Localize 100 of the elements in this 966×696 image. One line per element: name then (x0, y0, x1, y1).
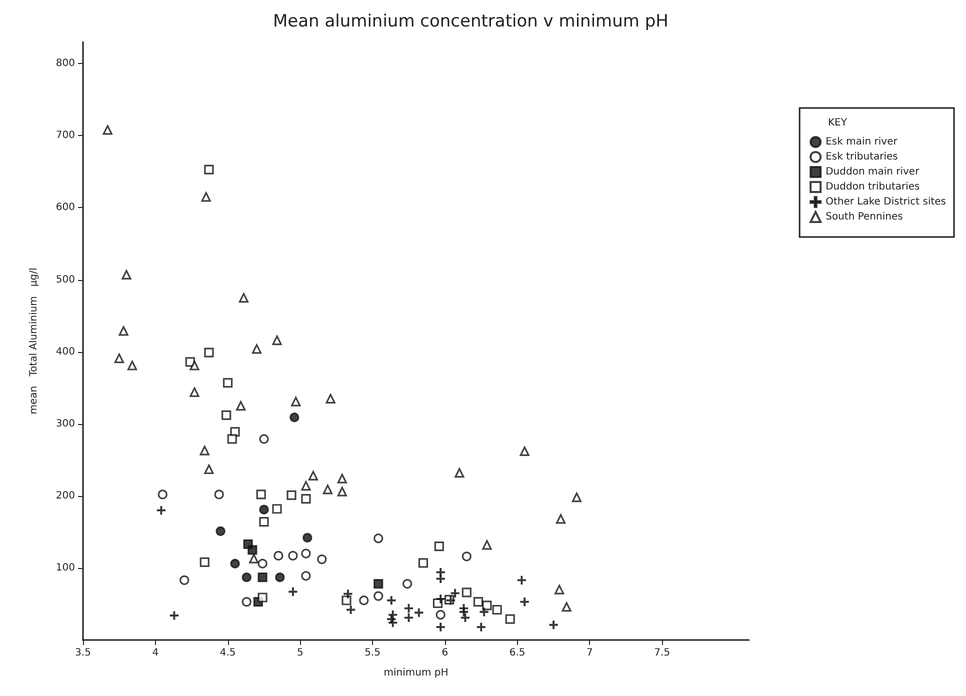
chart-title: Mean aluminium concentration v minimum pH (273, 12, 668, 32)
point (102, 125, 112, 135)
point (482, 600, 492, 610)
point (274, 550, 284, 560)
point (454, 468, 464, 478)
point (342, 596, 352, 606)
point (387, 614, 396, 624)
point (272, 504, 282, 514)
point (275, 572, 285, 582)
point (252, 344, 262, 354)
point (505, 614, 515, 624)
point (436, 594, 445, 604)
point (462, 588, 472, 598)
x-tick-label: 4.5 (220, 648, 236, 658)
point (242, 597, 252, 607)
point (222, 410, 232, 420)
point (374, 534, 384, 544)
point (482, 540, 492, 550)
x-axis-title: minimum pH (384, 668, 448, 678)
legend-label: Esk main river (826, 136, 898, 148)
point (374, 579, 384, 589)
point (258, 572, 268, 582)
point (402, 579, 412, 589)
x-tick-label: 6 (442, 648, 448, 658)
point (216, 526, 226, 536)
y-tick-label: 500 (56, 274, 75, 286)
point (114, 353, 124, 364)
point (301, 494, 311, 504)
point (322, 484, 332, 494)
point (238, 292, 249, 303)
point (337, 486, 347, 496)
point (259, 504, 269, 514)
legend-label: Duddon tributaries (826, 182, 920, 192)
legend-label: Other Lake District sites (826, 196, 946, 208)
point (302, 532, 312, 542)
point (156, 506, 166, 515)
point (301, 548, 311, 558)
x-tick-label: 5 (296, 648, 304, 658)
point (554, 584, 564, 594)
point (291, 396, 301, 406)
point (404, 604, 414, 613)
point (492, 604, 502, 615)
point (127, 360, 138, 370)
point (242, 572, 252, 582)
point (317, 554, 327, 564)
y-tick-label: 300 (56, 418, 75, 430)
point (227, 434, 237, 444)
point (359, 596, 369, 606)
point (301, 571, 311, 581)
point (374, 591, 384, 601)
legend-label: Esk tributaries (826, 152, 898, 162)
point (288, 587, 298, 596)
point (170, 611, 179, 620)
point (308, 470, 318, 481)
point (204, 348, 214, 358)
point (326, 394, 336, 404)
point (459, 608, 468, 616)
point (562, 602, 572, 612)
point (118, 326, 128, 336)
y-tick-label: 200 (56, 490, 75, 502)
point (387, 596, 396, 605)
point (290, 412, 300, 422)
point (248, 545, 258, 555)
point (214, 490, 224, 500)
x-tick-label: 3.5 (75, 648, 91, 658)
point (190, 360, 200, 370)
point (201, 192, 211, 202)
point (404, 613, 414, 622)
point (180, 575, 190, 585)
y-tick-label: 700 (56, 130, 75, 142)
point (556, 514, 566, 524)
point (460, 613, 470, 622)
point (418, 558, 428, 568)
y-tick-label: 400 (56, 346, 75, 358)
point (344, 590, 352, 598)
point (200, 446, 210, 456)
point (346, 605, 356, 614)
point (249, 554, 259, 564)
y-tick-label: 100 (56, 562, 75, 574)
point (258, 558, 268, 568)
point (200, 557, 210, 567)
point (272, 335, 282, 346)
point (476, 622, 486, 632)
point (204, 464, 214, 474)
point (230, 558, 240, 568)
point (122, 270, 132, 280)
point (286, 490, 296, 500)
point (436, 622, 445, 632)
point (414, 608, 424, 617)
point (337, 474, 347, 484)
point (517, 576, 526, 584)
point (549, 620, 558, 630)
y-tick-label: 800 (56, 58, 75, 70)
point (190, 387, 200, 397)
point (236, 401, 246, 411)
point (158, 490, 168, 500)
point (434, 542, 444, 552)
x-tick-label: 4 (152, 648, 159, 658)
point (222, 378, 233, 388)
point (450, 588, 460, 598)
